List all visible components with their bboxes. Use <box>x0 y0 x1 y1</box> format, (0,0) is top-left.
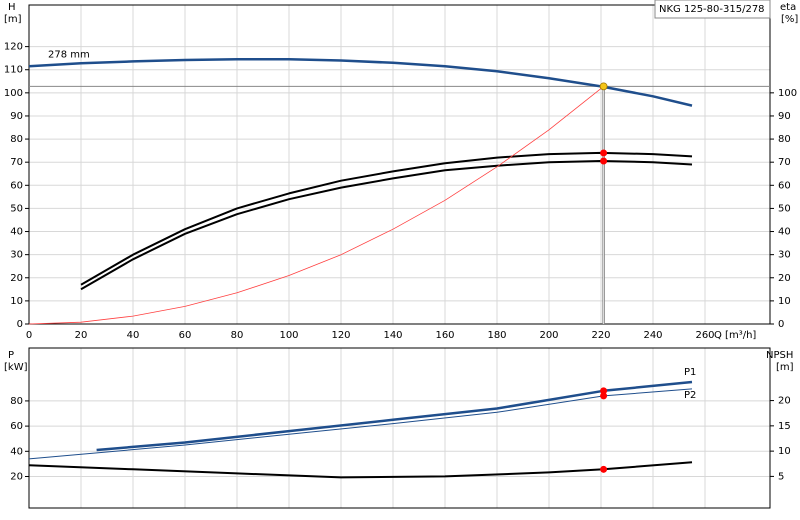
series-line <box>28 58 693 107</box>
y2-tick-label: 60 <box>778 180 791 191</box>
y-tick-label: 20 <box>10 273 23 284</box>
x-tick-label: 260 <box>695 330 714 341</box>
y-axis-label: H <box>8 2 16 13</box>
operating-point <box>600 392 608 400</box>
y-tick-label: 20 <box>10 472 23 483</box>
y-tick-label: 40 <box>10 446 23 457</box>
title-box <box>654 0 771 19</box>
operating-point <box>600 149 608 157</box>
x-tick-label: 40 <box>127 330 140 341</box>
series-line <box>28 86 604 325</box>
y2-axis-unit: [m] <box>776 362 794 373</box>
y2-tick-label: 20 <box>778 273 791 284</box>
x-tick-label: 120 <box>331 330 350 341</box>
y2-tick-label: 80 <box>778 134 791 145</box>
y-tick-label: 80 <box>10 396 23 407</box>
x-tick-label: 160 <box>435 330 454 341</box>
y2-tick-label: 50 <box>778 203 791 214</box>
x-tick-label: 100 <box>279 330 298 341</box>
y-tick-label: 80 <box>10 134 23 145</box>
y-axis-label: P <box>8 350 14 361</box>
x-tick-label: 180 <box>487 330 506 341</box>
y-axis-unit: [m] <box>4 14 22 25</box>
y2-tick-label: 30 <box>778 250 791 261</box>
series-label: P2 <box>684 390 696 401</box>
y2-tick-label: 20 <box>778 396 791 407</box>
y-tick-label: 60 <box>10 180 23 191</box>
x-tick-label: 240 <box>643 330 662 341</box>
chart-title: NKG 125-80-315/278 <box>659 4 765 15</box>
x-tick-label: 20 <box>75 330 88 341</box>
y2-tick-label: 15 <box>778 421 791 432</box>
y-tick-label: 0 <box>17 319 23 330</box>
x-axis-label: Q [m³/h] <box>714 330 756 341</box>
y-tick-label: 50 <box>10 203 23 214</box>
y2-tick-label: 10 <box>778 296 791 307</box>
y2-axis-label: NPSH <box>766 350 793 361</box>
y2-tick-label: 90 <box>778 111 791 122</box>
y-tick-label: 10 <box>10 296 23 307</box>
series-label: 278 mm <box>48 49 90 60</box>
y-tick-label: 120 <box>4 42 23 53</box>
y-tick-label: 90 <box>10 111 23 122</box>
y2-tick-label: 0 <box>778 319 784 330</box>
y2-axis-unit: [%] <box>781 14 798 25</box>
plot-frame <box>28 4 771 325</box>
y-tick-label: 60 <box>10 421 23 432</box>
y-tick-label: 100 <box>4 88 23 99</box>
operating-point <box>600 465 608 473</box>
operating-point <box>600 387 608 395</box>
x-tick-label: 80 <box>231 330 244 341</box>
x-tick-label: 200 <box>539 330 558 341</box>
y-tick-label: 30 <box>10 250 23 261</box>
y2-tick-label: 10 <box>778 446 791 457</box>
series-line <box>28 461 693 479</box>
y-axis-unit: [kW] <box>4 362 28 373</box>
y2-tick-label: 100 <box>778 88 797 99</box>
y2-tick-label: 40 <box>778 227 791 238</box>
series-label: P1 <box>684 367 696 378</box>
x-tick-label: 140 <box>383 330 402 341</box>
x-tick-label: 0 <box>26 330 32 341</box>
y2-axis-label: eta <box>780 2 796 13</box>
y2-tick-label: 70 <box>778 157 791 168</box>
y-tick-label: 70 <box>10 157 23 168</box>
y-tick-label: 40 <box>10 227 23 238</box>
x-tick-label: 220 <box>591 330 610 341</box>
y-tick-label: 110 <box>4 65 23 76</box>
y2-tick-label: 5 <box>778 471 784 482</box>
plot-frame <box>28 347 771 509</box>
operating-point <box>599 82 608 91</box>
x-tick-label: 60 <box>179 330 192 341</box>
operating-point <box>600 157 608 165</box>
